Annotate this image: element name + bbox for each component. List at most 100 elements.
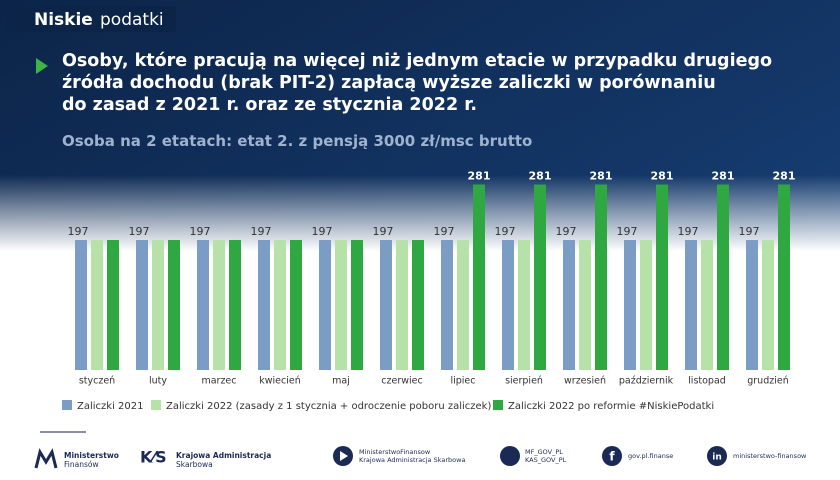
bar: [595, 184, 607, 370]
legend-label: Zaliczki 2021: [77, 401, 143, 412]
x-tick-label: maj: [332, 376, 350, 387]
legend-label: Zaliczki 2022 po reformie #NiskiePodatki: [508, 401, 714, 412]
data-label: 197: [678, 225, 699, 238]
x-tick-label: czerwiec: [381, 376, 422, 387]
data-label: 197: [190, 225, 211, 238]
bar: [563, 239, 575, 370]
data-label: 197: [129, 225, 150, 238]
bar: [351, 239, 363, 370]
x-tick-label: lipiec: [450, 376, 475, 387]
twitter-name[interactable]: MF_GOV_PL: [525, 448, 563, 456]
facebook-icon: f: [609, 450, 615, 464]
bar: [290, 239, 302, 370]
data-label: 197: [556, 225, 577, 238]
bar: [762, 239, 774, 370]
bar: [136, 239, 148, 370]
bar: [197, 239, 209, 370]
x-tick-label: luty: [149, 376, 167, 387]
bar: [412, 239, 424, 370]
bar: [518, 239, 530, 370]
bar: [91, 239, 103, 370]
youtube-icon: [340, 451, 348, 461]
data-label: 281: [773, 170, 796, 183]
kas-name: Skarbowa: [176, 460, 213, 469]
data-label: 197: [617, 225, 638, 238]
legend-swatch: [493, 400, 503, 410]
bar: [152, 239, 164, 370]
data-label: 281: [712, 170, 735, 183]
bar: [457, 239, 469, 370]
linkedin-icon: in: [712, 453, 722, 463]
x-tick-label: marzec: [201, 376, 236, 387]
data-label: 197: [373, 225, 394, 238]
bar: [229, 239, 241, 370]
bar: [717, 184, 729, 370]
data-label: 281: [468, 170, 491, 183]
bar: [640, 239, 652, 370]
bar: [380, 239, 392, 370]
bar: [778, 184, 790, 370]
bar: [75, 239, 87, 370]
bar: [656, 184, 668, 370]
bar: [473, 184, 485, 370]
twitter-name[interactable]: KAS_GOV_PL: [525, 456, 567, 464]
bar: [746, 239, 758, 370]
bar: [624, 239, 636, 370]
bar: [502, 239, 514, 370]
data-label: 281: [529, 170, 552, 183]
bar: [441, 239, 453, 370]
bar: [168, 239, 180, 370]
bar: [335, 239, 347, 370]
x-tick-label: grudzień: [747, 376, 788, 387]
x-tick-label: sierpień: [505, 376, 543, 387]
x-tick-label: wrzesień: [564, 376, 606, 387]
data-label: 197: [739, 225, 760, 238]
bar: [685, 239, 697, 370]
chart-title: Osoby, które pracują na więcej niż jedny…: [62, 51, 772, 115]
data-label: 281: [590, 170, 613, 183]
footer-bg: [0, 420, 840, 480]
footer: Ministerstwo Finansów K⁄S Krajowa Admini…: [34, 446, 807, 469]
bar: [701, 239, 713, 370]
data-label: 197: [495, 225, 516, 238]
mf-name: Finansów: [64, 460, 99, 469]
data-label: 197: [68, 225, 89, 238]
facebook-icon: [602, 446, 622, 466]
legend-swatch: [151, 400, 161, 410]
bar: [107, 239, 119, 370]
twitter-icon: [500, 446, 520, 466]
legend-swatch: [62, 400, 72, 410]
bar: [319, 239, 331, 370]
chart-subtitle: Osoba na 2 etatach: etat 2. z pensją 300…: [62, 132, 533, 150]
bar: [274, 239, 286, 370]
kas-name: Krajowa Administracja: [176, 451, 271, 460]
mf-name: Ministerstwo: [64, 451, 119, 460]
youtube-name[interactable]: MinisterstwoFinansow: [359, 448, 431, 456]
linkedin-name[interactable]: ministerstwo-finansow: [733, 452, 807, 460]
linkedin-icon: [707, 446, 727, 466]
bar: [213, 239, 225, 370]
bullet-arrow: [36, 58, 48, 74]
brand-bold: Niskie: [34, 10, 93, 30]
x-tick-label: październik: [619, 376, 674, 387]
bar: [579, 239, 591, 370]
legend-label: Zaliczki 2022 (zasady z 1 stycznia + odr…: [166, 401, 491, 412]
x-tick-label: styczeń: [79, 376, 115, 387]
bar: [396, 239, 408, 370]
data-label: 197: [434, 225, 455, 238]
bar: [534, 184, 546, 370]
bar: [258, 239, 270, 370]
mf-logo: [34, 448, 58, 469]
youtube-name[interactable]: Krajowa Administracja Skarbowa: [359, 456, 465, 464]
data-label: 197: [312, 225, 333, 238]
brand-box: [6, 6, 176, 32]
x-tick-label: listopad: [688, 376, 726, 387]
kas-logo: K⁄S: [140, 448, 167, 467]
facebook-name[interactable]: gov.pl.finanse: [628, 452, 673, 460]
data-label: 281: [651, 170, 674, 183]
data-label: 197: [251, 225, 272, 238]
x-tick-label: kwiecień: [259, 376, 300, 387]
brand: podatki: [100, 10, 164, 30]
